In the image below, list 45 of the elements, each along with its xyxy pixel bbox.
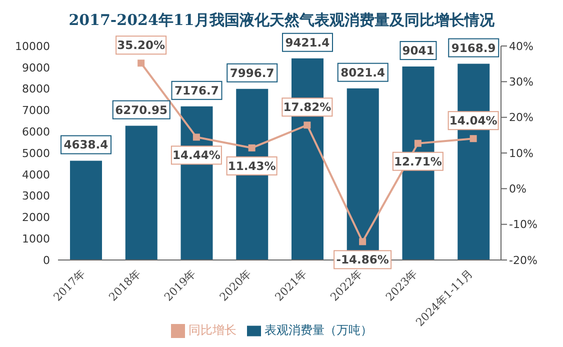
point xyxy=(304,122,311,129)
bar xyxy=(125,126,158,260)
data-label: 17.82% xyxy=(283,100,332,114)
data-label: 35.20% xyxy=(117,38,166,52)
y2-tick-label: 30% xyxy=(509,76,534,89)
y-tick-label: 9000 xyxy=(22,61,50,74)
y-tick-label: 2000 xyxy=(22,211,50,224)
data-label: 6270.95 xyxy=(115,102,168,117)
data-label: 12.71% xyxy=(394,154,442,168)
point xyxy=(138,60,145,67)
y-tick-label: 7000 xyxy=(22,104,50,118)
y2-tick-label: 20% xyxy=(509,111,534,124)
point xyxy=(414,140,422,147)
data-label: 11.43% xyxy=(228,158,276,173)
chart-title: 2017-2024年11月我国液化天然气表观消费量及同比增长情况 xyxy=(68,10,496,31)
data-label: 7176.7 xyxy=(174,83,219,98)
y2-tick-label: 0% xyxy=(509,182,526,196)
data-label: 9041 xyxy=(402,44,434,58)
y2-tick-label: -20% xyxy=(509,254,538,267)
y-tick-label: 4000 xyxy=(22,168,50,182)
point xyxy=(248,144,256,152)
data-label: 14.44% xyxy=(172,148,221,162)
data-label: 7996.7 xyxy=(230,66,274,80)
y-tick-label: 3000 xyxy=(22,190,50,203)
data-label: 9421.4 xyxy=(285,35,330,50)
point xyxy=(359,238,366,246)
y2-tick-label: -10% xyxy=(509,218,538,232)
y-tick-label: 6000 xyxy=(22,126,50,139)
y-tick-label: 0 xyxy=(43,254,50,267)
legend-label: 同比增长 xyxy=(188,323,236,337)
data-label: 8021.4 xyxy=(340,65,386,80)
y-tick-label: 1000 xyxy=(22,232,50,246)
y-tick-label: 8000 xyxy=(22,82,50,96)
point xyxy=(192,134,200,141)
legend-label: 表观消费量（万吨） xyxy=(264,323,372,337)
data-label: 4638.4 xyxy=(64,138,108,152)
data-label: -14.86% xyxy=(336,252,390,267)
y-tick-label: 5000 xyxy=(22,146,50,160)
data-label: 9168.9 xyxy=(451,40,496,55)
y2-tick-label: 10% xyxy=(509,146,534,160)
data-label: 14.04% xyxy=(449,114,498,128)
y-tick-label: 10000 xyxy=(15,40,50,53)
bar xyxy=(70,160,102,260)
y2-tick-label: 40% xyxy=(509,40,534,53)
point xyxy=(470,135,477,142)
